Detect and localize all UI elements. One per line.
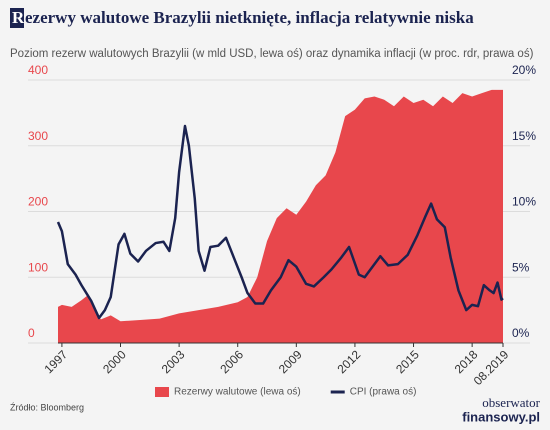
legend-swatch	[155, 387, 169, 397]
line	[56, 124, 504, 320]
y2-tick-label: 15%	[512, 129, 536, 143]
y2-tick-label: 5%	[512, 260, 530, 274]
y2-tick-label: 20%	[512, 63, 536, 77]
logo: finansowy.pl	[462, 409, 540, 424]
y-tick-label: 100	[28, 260, 48, 274]
y-tick-label: 400	[28, 63, 48, 77]
chart-title: ezerwy walutowe Brazylii nietknięte, inf…	[25, 8, 474, 27]
y-tick-label: 200	[28, 195, 48, 209]
title-box	[10, 8, 24, 28]
y-tick-label: 0	[28, 326, 35, 340]
logo: obserwator	[482, 395, 540, 410]
y2-tick-label: 10%	[512, 195, 536, 209]
source: Źródło: Bloomberg	[10, 402, 84, 412]
subtitle: Poziom rezerw walutowych Brazylii (w mld…	[10, 48, 534, 60]
legend-label: Rezerwy walutowe (lewa oś)	[174, 387, 301, 398]
area	[58, 89, 503, 343]
title-initial: R	[12, 8, 25, 27]
y-tick-label: 300	[28, 129, 48, 143]
legend-label: CPI (prawa oś)	[350, 387, 417, 398]
y2-tick-label: 0%	[512, 326, 530, 340]
